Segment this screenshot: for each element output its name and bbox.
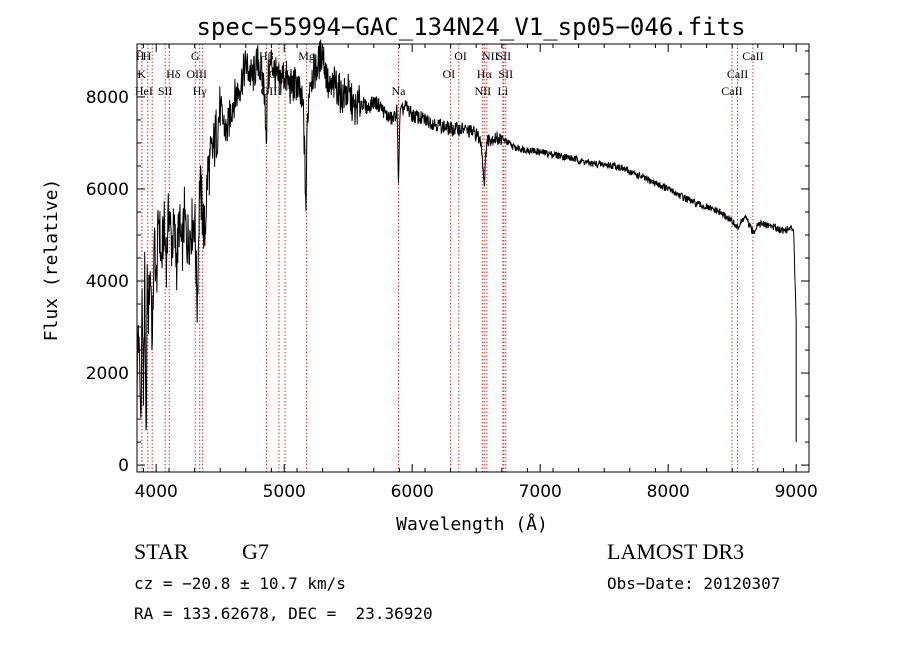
spectral-line-label: G — [191, 49, 200, 63]
spectral-line-label: SII — [158, 84, 173, 98]
plot-frame — [136, 43, 810, 473]
spectral-line-label: SII — [498, 67, 513, 81]
spectral-line-label: NII — [482, 49, 499, 63]
spectral-line-label: Hδ — [166, 67, 181, 81]
spectrum-line — [136, 39, 797, 443]
y-tick-label: 4000 — [86, 272, 129, 292]
x-tick-label: 6000 — [391, 482, 434, 502]
spectral-line-label: H — [143, 49, 152, 63]
x-axis-label: Wavelength (Å) — [396, 513, 548, 535]
object-subclass: G7 — [242, 539, 269, 564]
spectral-line-label: CaII — [727, 67, 748, 81]
x-tick-label: 9000 — [775, 482, 818, 502]
chart-title: spec−55994−GAC_134N24_V1_sp05−046.fits — [196, 13, 745, 41]
x-tick-label: 4000 — [135, 482, 178, 502]
spectral-line-label: OI — [454, 49, 467, 63]
axis-ticks: 4000 5000 6000 7000 8000 9000 0 2000 4000 6000 800… — [86, 44, 818, 502]
y-tick-label: 2000 — [86, 364, 129, 384]
y-tick-label: 0 — [118, 456, 129, 476]
y-tick-label: 6000 — [86, 180, 129, 200]
spectral-line-label: Li — [497, 84, 508, 98]
spectral-line-label: SII — [497, 49, 512, 63]
spectral-line-label: OIII — [186, 67, 207, 81]
coordinates: RA = 133.62678, DEC = 23.36920 — [134, 604, 433, 623]
obs-date: Obs−Date: 20120307 — [607, 574, 781, 593]
spectral-line-label: CaII — [721, 84, 742, 98]
spectral-line-label: Na — [392, 84, 407, 98]
x-tick-label: 7000 — [519, 482, 562, 502]
y-tick-label: 8000 — [86, 88, 129, 108]
spectral-line-label: Mg — [298, 49, 315, 63]
object-class: STAR — [134, 539, 189, 564]
x-tick-label: 5000 — [263, 482, 306, 502]
spectral-line-label: Hβ — [259, 49, 274, 63]
spectrum-series — [136, 39, 797, 443]
spectral-line-label: OI — [442, 67, 455, 81]
x-tick-label: 8000 — [647, 482, 690, 502]
spectral-line-label: OIII — [261, 84, 282, 98]
spectral-line-label: NII — [474, 84, 491, 98]
redshift-value: cz = −20.8 ± 10.7 km/s — [134, 574, 346, 593]
y-axis-label: Flux (relative) — [41, 179, 62, 342]
survey-label: LAMOST DR3 — [607, 539, 745, 564]
spectral-line-label: Hγ — [193, 84, 208, 98]
spectral-line-label: Hα — [477, 67, 493, 81]
spectral-line-label: HeI — [135, 84, 153, 98]
spectral-line-label: H — [136, 49, 145, 63]
spectral-line-label: CaII — [742, 49, 763, 63]
spectral-line-label: K — [137, 67, 146, 81]
